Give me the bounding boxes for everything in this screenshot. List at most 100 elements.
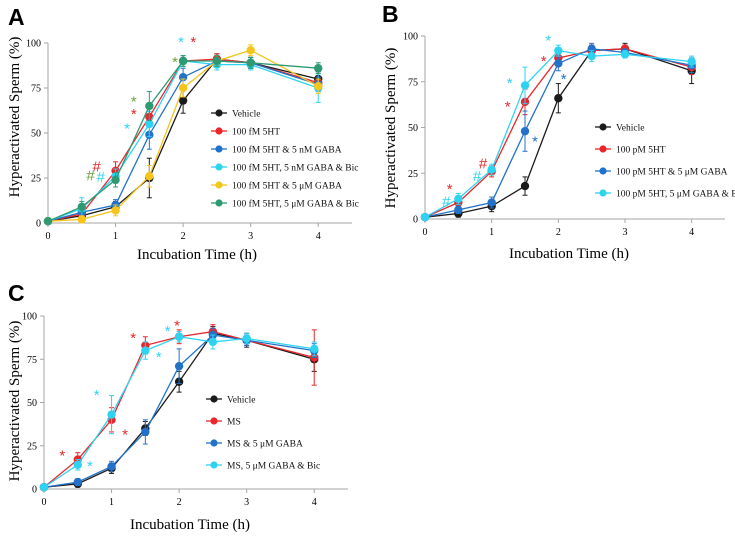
panel-b-legend-label: 100 pM 5HT [616,146,666,156]
panel-c-legend-marker [210,461,218,469]
panel-a-y-tick-label: 100 [26,39,41,50]
panel-b-xlabel: Incubation Time (h) [509,246,629,262]
panel-b-significance-marker: * [447,181,453,198]
panel-b-x-tick-label: 0 [423,227,428,238]
panel-c-data-point [141,346,150,355]
panel-a-y-tick-label: 50 [31,129,41,140]
panel-a-x-tick-label: 2 [181,231,186,242]
panel-c-x-tick-label: 2 [177,497,182,508]
panel-a-series-line [47,60,319,222]
panel-b-x-tick-label: 1 [489,227,494,238]
panel-b-legend-label: Vehicle [616,124,645,134]
panel-b-y-tick-label: 75 [408,77,418,88]
panel-b-data-point [587,51,596,61]
panel-a-data-point [212,56,222,66]
panel-c-letter: C [8,280,25,306]
panel-c-ylabel: Hyperactivated Sperm (%) [7,321,23,482]
panel-a-x-tick-label: 3 [248,231,253,242]
panel-a-data-point [314,82,323,91]
panel-b-legend-marker [599,145,607,153]
panel-a-data-point [178,83,188,93]
panel-c-data-point [39,483,49,492]
panel-c-legend: Vehicle MS MS & 5 μM GABA MS, 5 μM GABA & B… [206,395,320,472]
panel-a-legend: Vehicle 100 fM 5HT 100 fM 5HT & 5 nM GABA 1… [211,109,359,210]
panel-c-significance-marker: * [130,330,136,347]
panel-b-y-tick-label: 25 [408,169,418,180]
panel-c-data-point [73,460,82,469]
panel-b-x-tick-label: 4 [689,227,694,238]
panel-a-significance-marker: * [172,54,178,71]
panel-a-series-6 [43,55,323,226]
panel-a-significance-marker: * [190,34,196,51]
panel-b-legend-label: 100 pM 5HT & 5 μM GABA [616,168,728,178]
panel-b-significance-marker: * [545,33,551,50]
panel-c-significance-marker: * [122,427,128,444]
panel-c-significance-marker: * [174,318,180,335]
panel-a-data-point [77,202,86,211]
panel-a-significance-marker: * [124,121,130,138]
panel-b-series-line [424,49,692,218]
panel-c-legend-label: MS & 5 μM GABA [227,440,303,450]
panel-c-data-point [174,332,184,341]
panel-a-legend-marker [215,109,223,117]
panel-b-data-point [420,212,430,222]
panel-a-x-tick-label: 0 [46,231,51,242]
panel-a: A Hyperactivated Sperm (%) Incubation Ti… [7,4,359,263]
panel-c-data-point [310,344,319,354]
panel-c-x-tick-label: 0 [42,497,47,508]
panel-c-legend-label: MS, 5 μM GABA & Bic [227,462,320,472]
panel-b-y-tick-label: 100 [403,32,418,43]
panel-c-data-point [107,462,116,471]
panel-b-significance-marker: * [507,75,513,92]
panel-a-significance-marker: # [86,167,95,184]
panel-a-y-tick-label: 0 [36,219,41,230]
panel-b-x-tick-label: 2 [556,227,561,238]
panel-c: C Hyperactivated Sperm (%) Incubation Ti… [7,280,348,533]
panel-a-data-point [111,206,120,215]
panel-b-data-point [520,126,530,136]
panel-b-data-point [687,57,696,66]
panel-a-x-tick-label: 4 [316,231,321,242]
panel-a-significance-marker: * [131,106,137,123]
panel-b-significance-marker: * [532,133,538,150]
panel-b-significance-marker: * [561,71,567,88]
panel-b-significance-marker: * [505,99,511,116]
panel-b-legend: Vehicle 100 pM 5HT 100 pM 5HT & 5 μM GABA 1… [595,123,735,200]
panel-a-data-point [178,96,188,105]
panel-b-ylabel: Hyperactivated Sperm (%) [383,48,399,209]
panel-b-data-point [487,165,496,174]
panel-b: B Hyperactivated Sperm (%) Incubation Ti… [382,1,735,262]
panel-a-series-line [47,49,319,222]
panel-b-y-tick-label: 0 [413,215,418,226]
panel-b-y-tick-label: 50 [408,123,418,134]
panel-a-data-point [145,119,154,129]
panel-c-data-point [141,427,150,437]
panel-b-data-point [520,181,530,191]
panel-a-data-point [246,58,255,67]
panel-c-y-tick-label: 25 [27,441,37,452]
panel-c-x-tick-label: 4 [312,497,317,508]
panel-c-legend-label: Vehicle [227,396,256,406]
panel-b-legend-label: 100 pM 5HT, 5 μM GABA & Bic [616,190,735,200]
panel-c-significance-marker: * [165,323,171,340]
panel-b-significance-marker: # [473,168,482,185]
panel-b-data-point [520,81,530,90]
panel-a-significance-marker: * [178,34,184,51]
panel-c-xlabel: Incubation Time (h) [130,517,250,533]
panel-b-legend-marker [599,167,607,175]
panel-a-data-point [43,217,53,226]
panel-a-data-point [145,172,154,181]
panel-c-data-point [174,361,184,371]
panel-a-xlabel: Incubation Time (h) [137,247,257,263]
panel-c-legend-marker [210,439,218,447]
panel-c-y-tick-label: 0 [32,485,37,496]
panel-c-significance-marker: * [59,447,65,464]
panel-a-data-point [246,46,255,55]
panel-c-series-line [43,336,315,488]
panel-a-legend-marker [215,163,223,171]
panel-c-x-tick-label: 3 [244,497,249,508]
